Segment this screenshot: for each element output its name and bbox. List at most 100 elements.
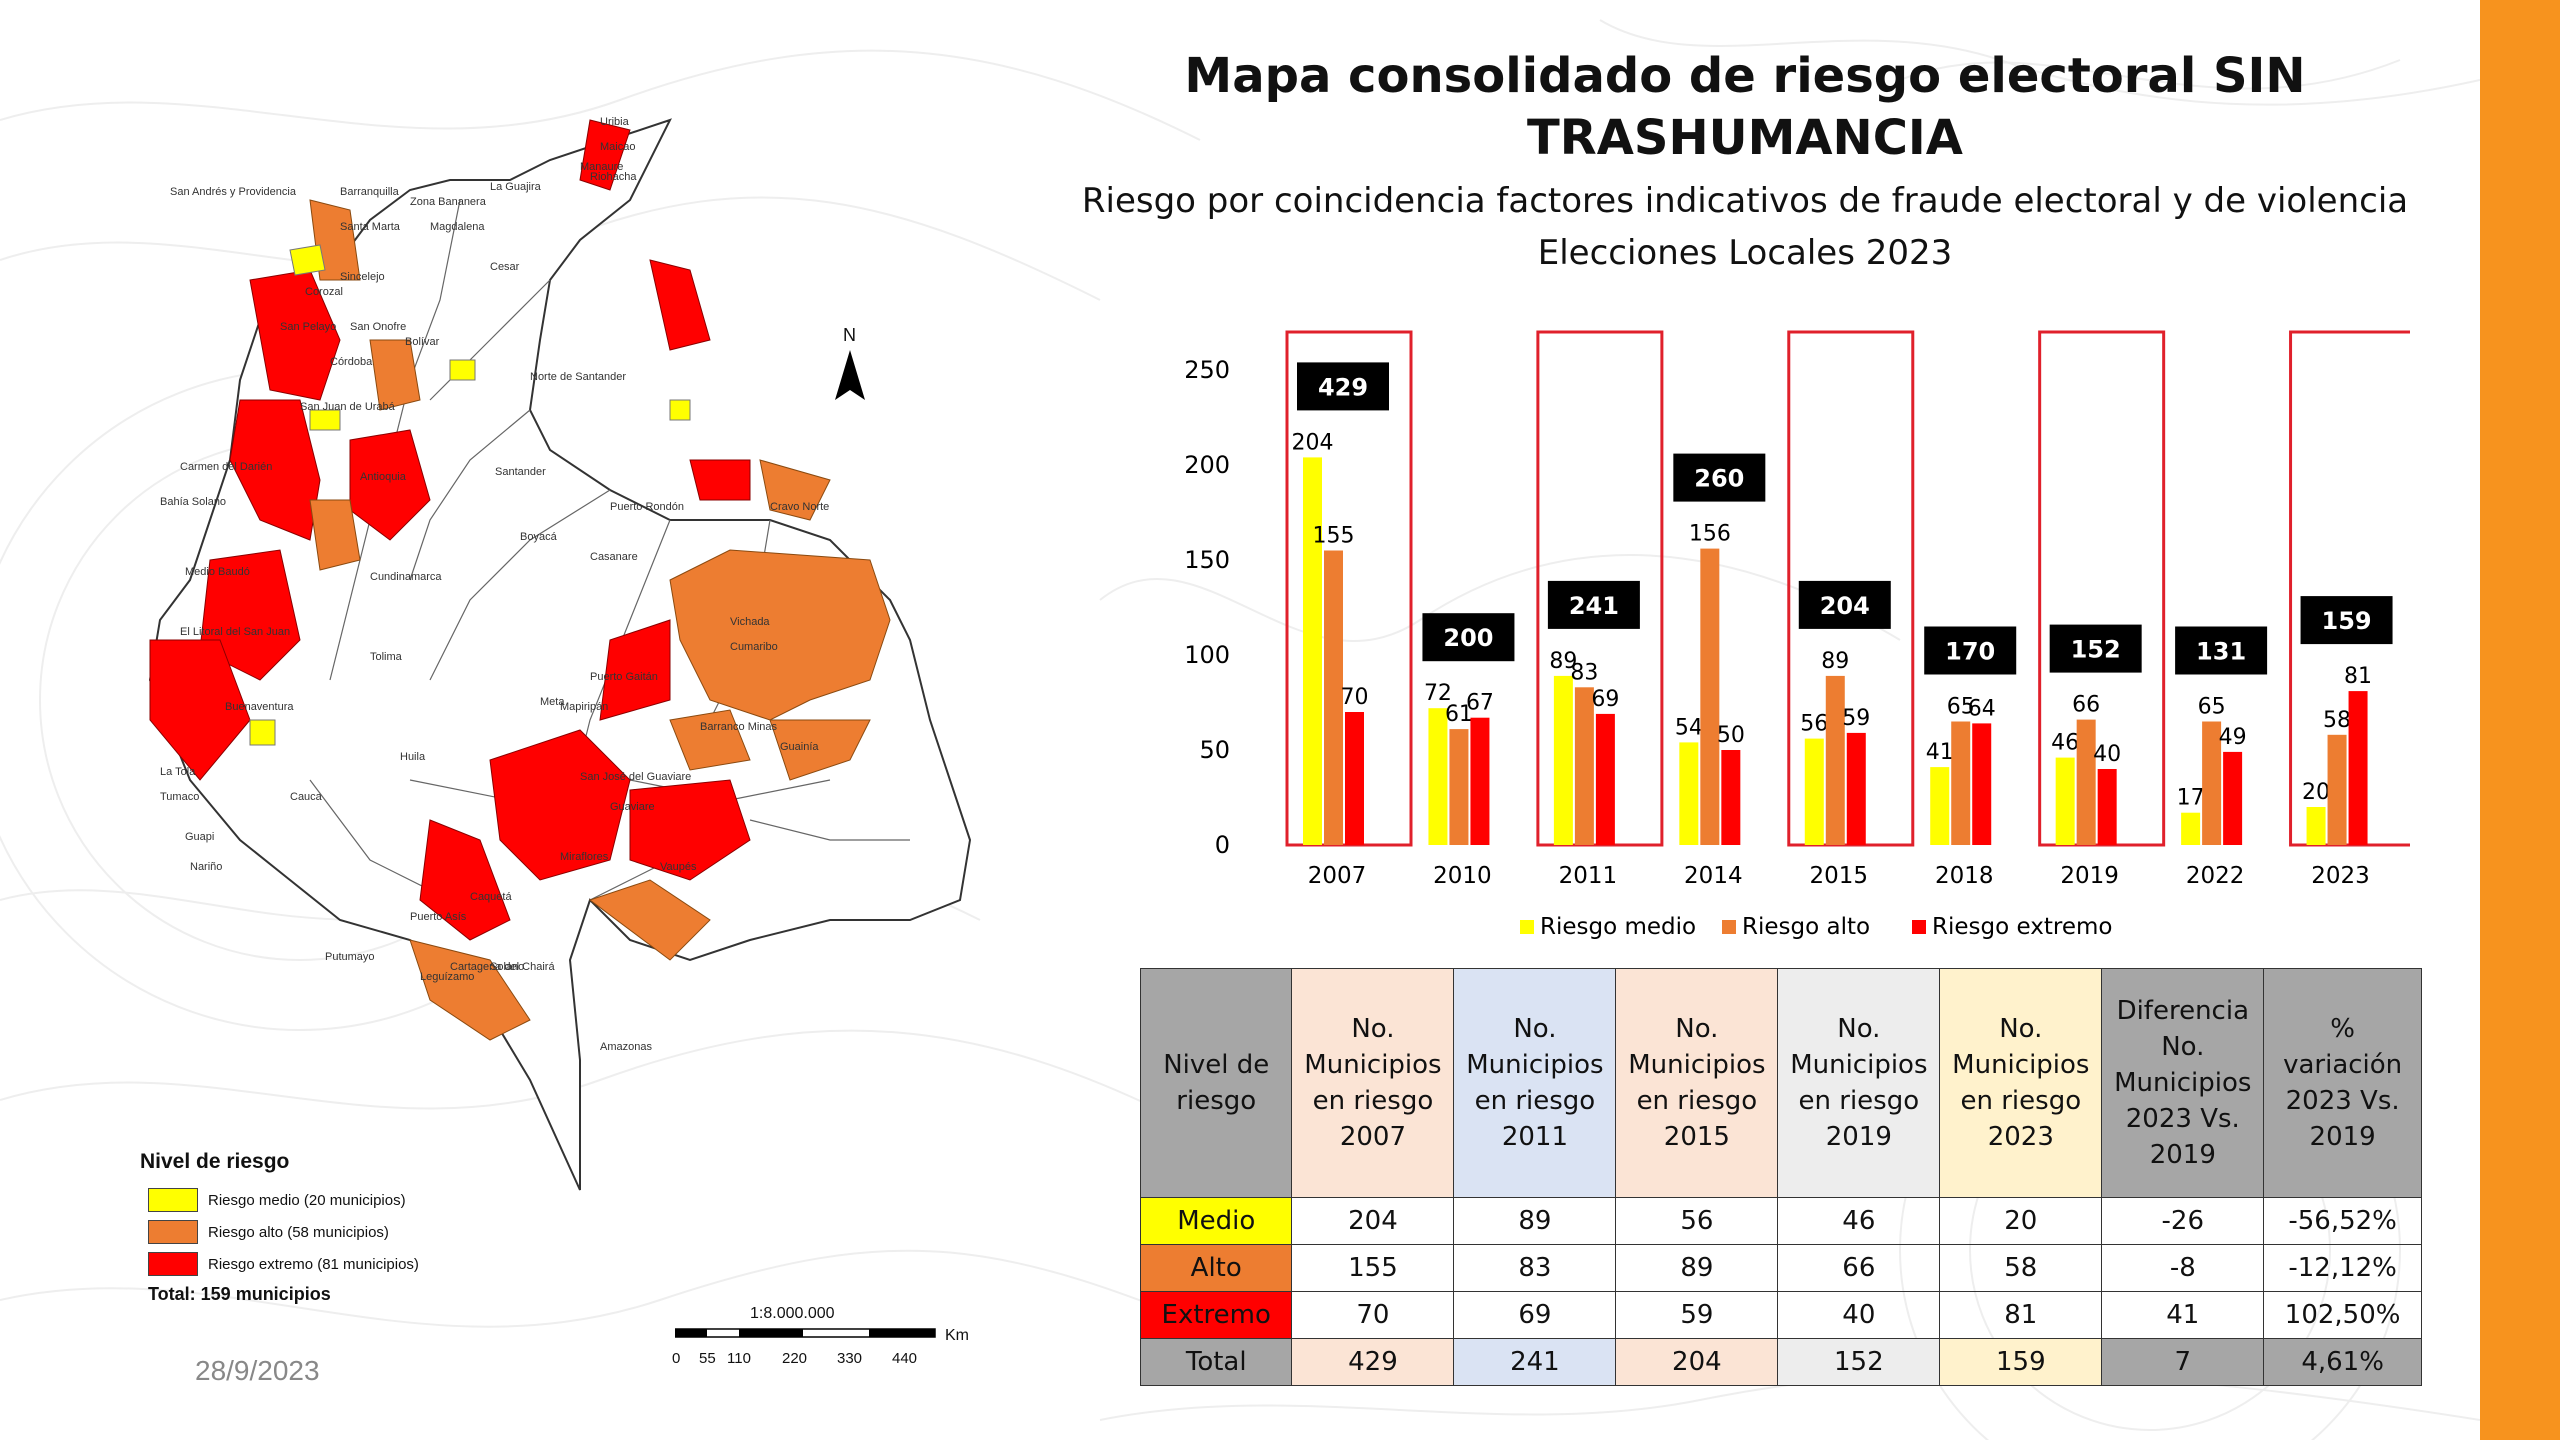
map-svg: San Andrés y Providencia Uribia Maicao Mana… — [148, 116, 972, 1191]
map-region-extreme — [419, 819, 511, 941]
table-cell: 102,50% — [2263, 1291, 2422, 1339]
total-badge — [2049, 624, 2142, 673]
map-place-label: San Juan de Urabá — [300, 401, 396, 413]
bar-riesgo-alto — [2327, 734, 2347, 845]
map-place-label: Leguízamo — [420, 971, 474, 983]
bar-value-label: 69 — [1591, 687, 1619, 712]
table-header-cell: No. Municipios en riesgo 2023 — [1939, 968, 2103, 1198]
bar-riesgo-alto — [1574, 687, 1594, 845]
map-place-label: Barranco Minas — [700, 721, 778, 733]
total-badge-label: 159 — [2322, 607, 2372, 635]
table-header-cell: Nivel de riesgo — [1139, 968, 1293, 1198]
map-region-medium — [309, 409, 341, 431]
x-tick-label: 2018 — [1935, 863, 1994, 889]
y-tick-label: 200 — [1184, 451, 1230, 479]
table-cell: 89 — [1615, 1244, 1779, 1292]
table-row: Extremo 70 69 59 40 81 41 102,50% — [1139, 1291, 2422, 1339]
legend-label-extreme: Riesgo extremo (81 municipios) — [208, 1255, 419, 1273]
table-total-cell: 7 — [2101, 1338, 2265, 1386]
bar-riesgo-extremo — [1721, 750, 1741, 845]
chart-legend-swatch — [1722, 920, 1736, 934]
table-header-cell: % variación 2023 Vs. 2019 — [2263, 968, 2422, 1198]
total-badge-label: 200 — [1443, 624, 1493, 652]
map-region-extreme — [229, 399, 321, 541]
table-total-cell: 204 — [1615, 1338, 1779, 1386]
x-tick-label: 2011 — [1559, 863, 1618, 889]
y-tick-label: 100 — [1184, 641, 1230, 669]
bar-value-label: 72 — [1424, 681, 1452, 706]
table-total-label: Total — [1139, 1338, 1293, 1386]
legend-row-extreme: Riesgo extremo (81 municipios) — [148, 1252, 560, 1276]
total-badge-label: 429 — [1318, 373, 1368, 401]
bar-riesgo-extremo — [2223, 751, 2243, 845]
subtitle-line-2: Elecciones Locales 2023 — [1537, 233, 1953, 273]
table-total-row: Total 429 241 204 152 159 7 4,61% — [1139, 1338, 2422, 1386]
bar-value-label: 40 — [2093, 742, 2121, 767]
total-badge-label: 241 — [1569, 592, 1619, 620]
bar-riesgo-alto — [2202, 721, 2222, 845]
map-place-label: Buenaventura — [225, 701, 294, 713]
total-badge-label: 170 — [1945, 638, 1995, 666]
bar-riesgo-alto — [1825, 675, 1845, 845]
map-place-label: Cravo Norte — [770, 501, 829, 513]
map-place-label: Cesar — [490, 261, 520, 273]
bar-riesgo-extremo — [1595, 713, 1615, 845]
map-region-extreme — [599, 619, 671, 721]
total-badge-label: 260 — [1694, 465, 1744, 493]
map-place-label: San José del Guaviare — [580, 771, 691, 783]
table-cell: 56 — [1615, 1197, 1779, 1245]
bar-value-label: 64 — [1968, 696, 1996, 721]
scale-tick-label: 110 — [727, 1350, 751, 1367]
x-tick-label: 2019 — [2060, 863, 2119, 889]
table-cell: 58 — [1939, 1244, 2103, 1292]
chart-legend-swatch — [1520, 920, 1534, 934]
map-place-label: San Onofre — [350, 321, 406, 333]
bar-riesgo-extremo — [1846, 732, 1866, 845]
map-place-label: El Litoral del San Juan — [180, 626, 290, 638]
map-region-extreme — [149, 639, 251, 781]
x-tick-label: 2022 — [2186, 863, 2245, 889]
bar-riesgo-medio — [2181, 812, 2201, 845]
bar-value-label: 59 — [1842, 706, 1870, 731]
map-place-label: La Guajira — [490, 181, 542, 193]
table-body: Medio 204 89 56 46 20 -26 -56,52% Alto 155 83 89 66 5… — [1139, 1197, 2422, 1386]
map-place-label: Cumaribo — [730, 641, 778, 653]
bar-riesgo-extremo — [1345, 712, 1364, 845]
bar-value-label: 50 — [1717, 723, 1745, 748]
table-total-cell: 4,61% — [2263, 1338, 2422, 1386]
map-place-label: Vichada — [730, 616, 770, 628]
map-region-high — [669, 709, 751, 771]
map-place-label: Medio Baudó — [185, 566, 250, 578]
bar-value-label: 66 — [2072, 693, 2100, 718]
legend-row-medium: Riesgo medio (20 municipios) — [148, 1188, 560, 1212]
table-total-cell: 429 — [1291, 1338, 1455, 1386]
bar-value-label: 67 — [1466, 691, 1494, 716]
map-place-label: Barranquilla — [340, 186, 400, 198]
scale-tick-label: 220 — [782, 1350, 808, 1367]
bar-value-label: 70 — [1341, 685, 1369, 710]
chart-legend-label: Riesgo medio — [1540, 914, 1696, 940]
table-cell: 83 — [1453, 1244, 1617, 1292]
map-region-extreme — [489, 729, 631, 881]
table-row: Medio 204 89 56 46 20 -26 -56,52% — [1139, 1197, 2422, 1245]
map-place-label: Tolima — [370, 651, 403, 663]
bar-riesgo-medio — [1679, 742, 1699, 845]
map-place-label: Puerto Asís — [410, 911, 467, 923]
bar-value-label: 56 — [1800, 712, 1828, 737]
table-cell: 89 — [1453, 1197, 1617, 1245]
map-region-extreme — [629, 779, 751, 881]
y-tick-label: 50 — [1199, 736, 1230, 764]
legend-swatch-extreme — [148, 1252, 198, 1276]
accent-side-bar — [2480, 0, 2560, 1440]
map-region-high — [769, 719, 871, 781]
subtitle-line-1: Riesgo por coincidencia factores indicat… — [1081, 181, 2409, 221]
bar-riesgo-medio — [1303, 457, 1322, 845]
table-header-cell: No. Municipios en riesgo 2015 — [1615, 968, 1779, 1198]
bar-value-label: 81 — [2344, 664, 2372, 689]
map-region-extreme — [649, 259, 711, 351]
scale-unit: Km — [945, 1327, 969, 1344]
bar-riesgo-medio — [1930, 767, 1950, 845]
bar-riesgo-medio — [2055, 757, 2075, 845]
table-header-cell: No. Municipios en riesgo 2011 — [1453, 968, 1617, 1198]
